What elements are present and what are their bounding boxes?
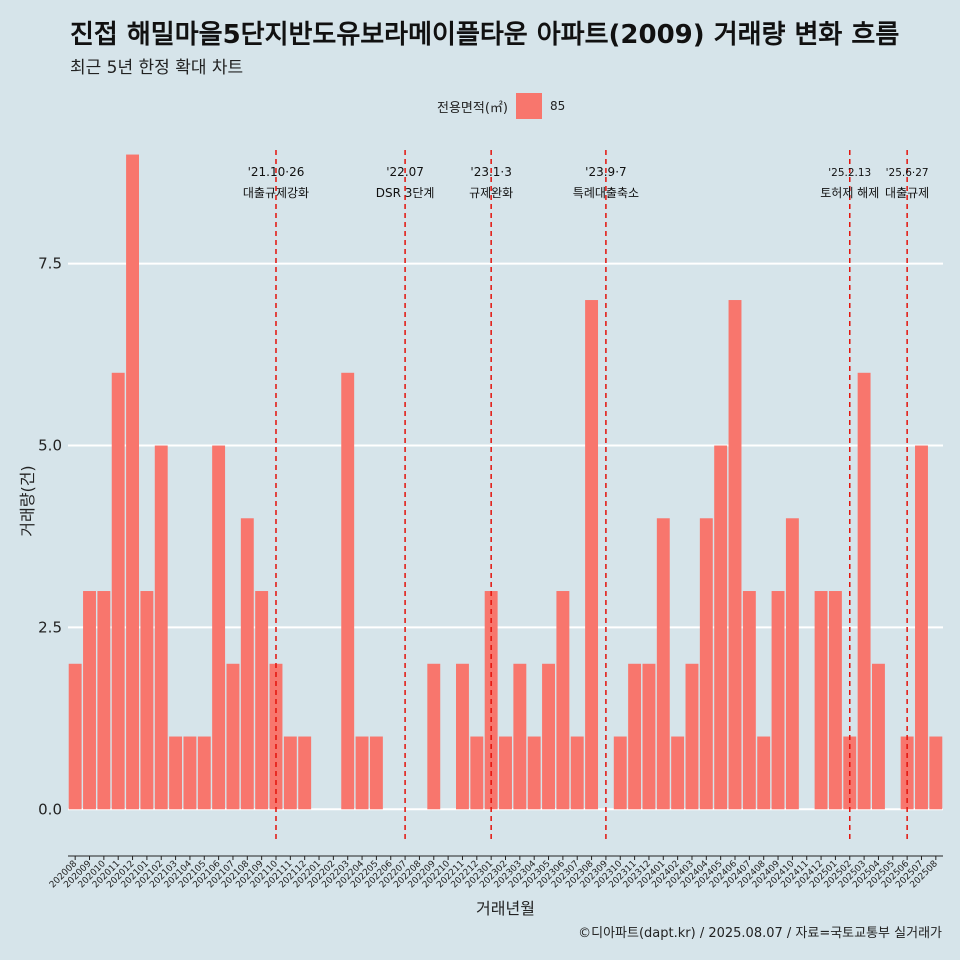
bar	[642, 663, 656, 810]
bar	[570, 736, 584, 810]
bar	[671, 736, 685, 810]
legend: 전용면적(㎡) 85	[437, 93, 565, 119]
event-label: DSR 3단계	[376, 186, 435, 200]
legend-title: 전용면적(㎡)	[437, 100, 508, 116]
bar	[857, 372, 871, 810]
event-lines	[275, 150, 908, 842]
y-axis: 0.0 2.5 5.0 7.5	[38, 255, 62, 819]
event-date: '25.2.13	[828, 167, 871, 179]
bar	[929, 736, 943, 810]
bar	[628, 663, 642, 810]
bar	[83, 591, 96, 810]
bar	[585, 300, 599, 810]
bar	[183, 736, 197, 810]
bar	[728, 300, 742, 810]
chart-title: 진접 해밀마을5단지반도유보라메이플타운 아파트(2009) 거래량 변화 흐름	[70, 20, 900, 50]
bar	[771, 591, 785, 810]
bar	[871, 663, 885, 810]
bar	[499, 736, 512, 810]
bar	[226, 663, 240, 810]
bar	[240, 518, 254, 810]
y-tick-label: 7.5	[38, 255, 62, 273]
bar	[785, 518, 799, 810]
bar	[527, 736, 541, 810]
bar	[456, 663, 469, 810]
bar	[169, 736, 183, 810]
bar	[255, 591, 269, 810]
event-label: 대출규제	[885, 186, 929, 200]
bar	[427, 663, 441, 810]
source-caption: ©디아파트(dapt.kr) / 2025.08.07 / 자료=국토교통부 실…	[578, 926, 942, 941]
bar	[542, 663, 555, 810]
bar	[298, 736, 312, 810]
event-date: '22.07	[386, 165, 424, 179]
bar	[154, 445, 168, 810]
x-axis-title: 거래년월	[476, 899, 535, 918]
bar	[556, 591, 570, 810]
bar	[126, 154, 140, 810]
bar	[656, 518, 670, 810]
event-date: '25.6·27	[886, 167, 929, 179]
bar	[111, 372, 125, 810]
bar	[283, 736, 297, 810]
chart-subtitle: 최근 5년 한정 확대 차트	[70, 58, 244, 78]
bar	[714, 445, 728, 810]
bar	[341, 372, 355, 810]
event-label: 특례대출축소	[573, 186, 639, 200]
bar	[699, 518, 713, 810]
bar	[140, 591, 154, 810]
y-tick-label: 2.5	[38, 618, 62, 636]
y-tick-label: 0.0	[38, 800, 62, 818]
bar	[757, 736, 771, 810]
event-label: 규제완화	[469, 186, 513, 200]
bar	[470, 736, 484, 810]
event-date: '23.9·7	[585, 165, 626, 179]
bar	[369, 736, 383, 810]
bar	[685, 663, 699, 810]
y-tick-label: 5.0	[38, 437, 62, 455]
event-date: '21.10·26	[248, 165, 305, 179]
event-date: '23.1·3	[470, 165, 511, 179]
y-axis-title: 거래량(건)	[18, 465, 37, 536]
event-label: 토허제 해제	[820, 186, 879, 200]
grid-lines	[68, 262, 943, 811]
bar	[355, 736, 369, 810]
x-axis: 2020082020092020102020112020122021012021…	[48, 855, 943, 890]
bars	[68, 154, 943, 810]
bar	[212, 445, 226, 810]
bar	[828, 591, 842, 810]
bar	[68, 663, 82, 810]
bar	[613, 736, 627, 810]
bar	[742, 591, 756, 810]
bar	[97, 591, 111, 810]
bar	[513, 663, 527, 810]
legend-entry: 85	[549, 99, 566, 113]
legend-swatch	[515, 93, 542, 119]
bar	[197, 736, 211, 810]
event-annotations: '21.10·26 대출규제강화 '22.07 DSR 3단계 '23.1·3 규제완화 '…	[243, 165, 929, 200]
bar	[915, 445, 928, 810]
event-label: 대출규제강화	[243, 186, 309, 200]
bar	[814, 591, 828, 810]
